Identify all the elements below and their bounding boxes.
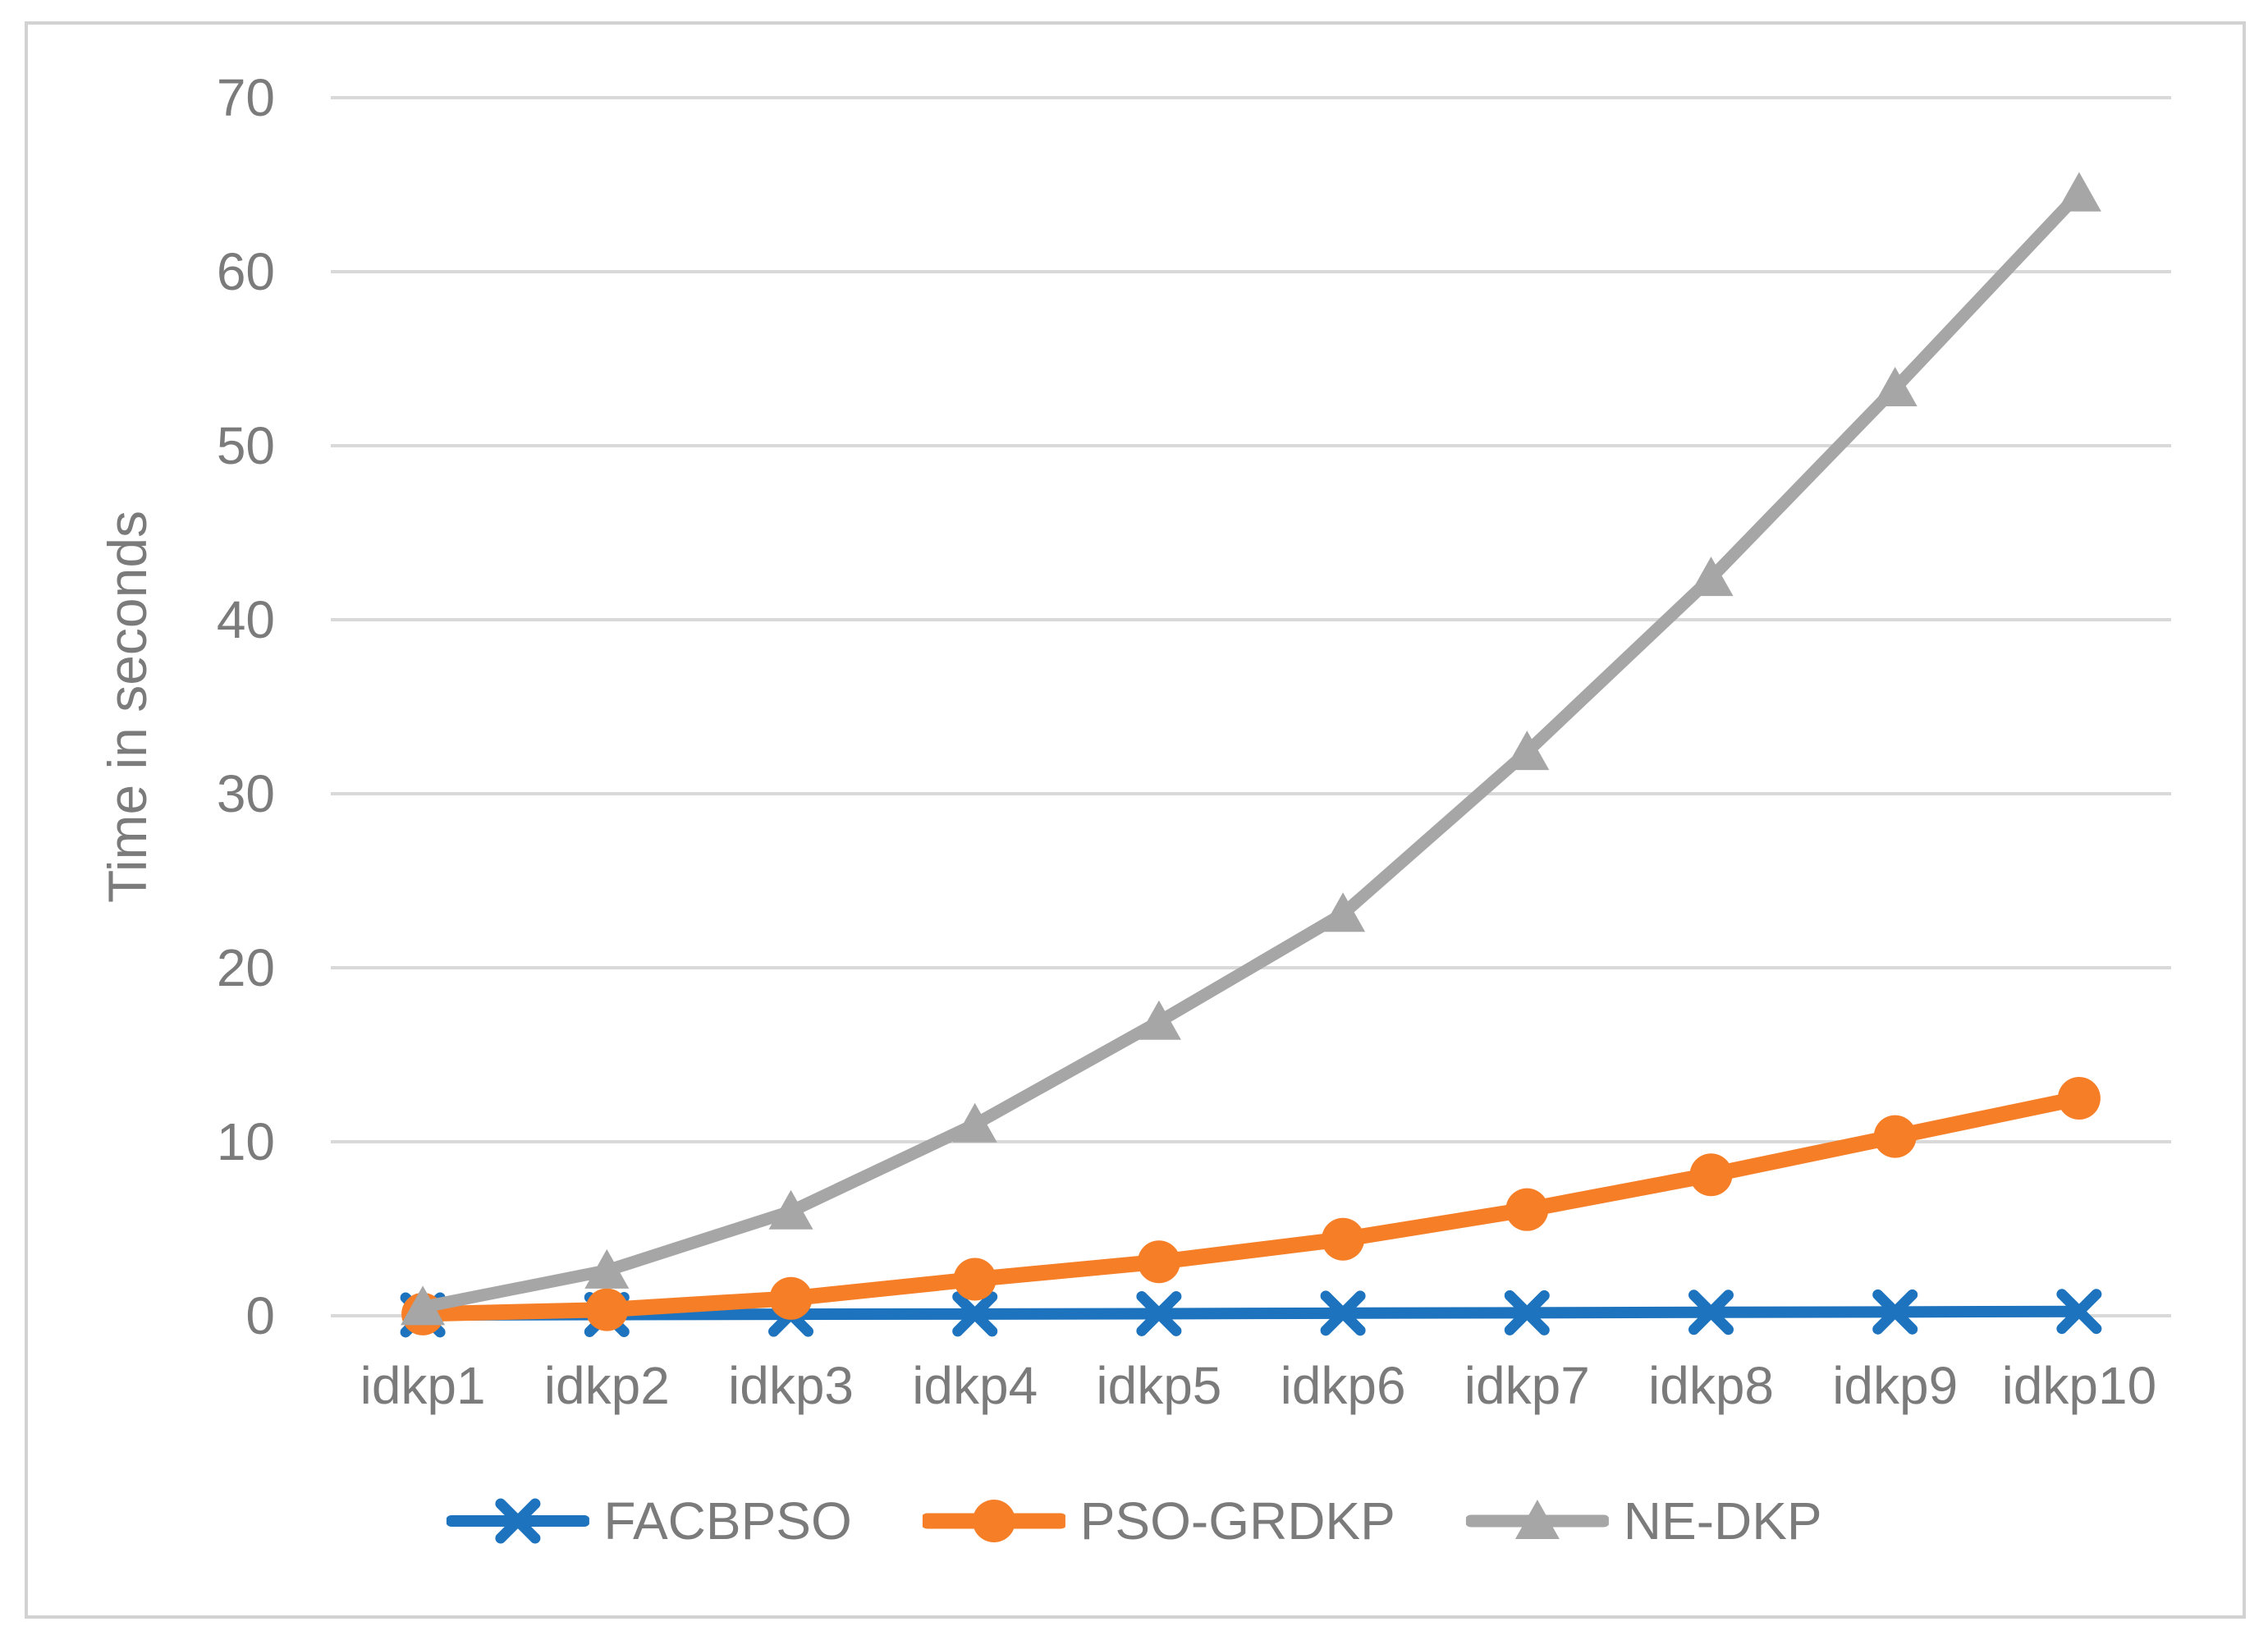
y-tick-label: 60 [217, 242, 275, 301]
marker-x-icon [952, 1291, 998, 1337]
y-tick-label: 30 [217, 764, 275, 823]
y-tick-label: 10 [217, 1112, 275, 1171]
marker-triangle-icon [1688, 557, 1734, 597]
x-tick-label: idkp6 [1281, 1356, 1406, 1415]
marker-x-icon [1504, 1290, 1550, 1335]
marker-triangle-icon [1872, 367, 1917, 407]
legend-label: PSO-GRDKP [1079, 1491, 1395, 1551]
legend-marker-x-icon [446, 1498, 589, 1544]
marker-circle-icon [953, 1257, 997, 1301]
marker-circle-icon [2057, 1077, 2101, 1120]
series-line-facbpso [417, 1305, 2085, 1321]
marker-triangle-icon [1321, 892, 1366, 932]
marker-x-icon [2056, 1289, 2102, 1335]
marker-circle-icon [769, 1276, 813, 1320]
marker-x-icon [1320, 1290, 1366, 1336]
marker-triangle-icon [952, 1102, 997, 1143]
legend-label: FACBPSO [603, 1491, 852, 1551]
marker-triangle-icon [2056, 172, 2101, 212]
marker-triangle-icon [584, 1248, 630, 1289]
legend-marker-triangle-icon [1465, 1500, 1609, 1539]
marker-circle-icon [1689, 1153, 1733, 1197]
marker-triangle-icon [1505, 731, 1550, 771]
x-tick-label: idkp2 [544, 1356, 670, 1415]
series-line-pso-grdkp [415, 1090, 2087, 1322]
marker-circle-icon [1137, 1240, 1180, 1284]
marker-circle-icon [1873, 1115, 1917, 1158]
marker-circle-icon [1322, 1217, 1365, 1261]
x-tick-label: idkp4 [912, 1356, 1038, 1415]
x-tick-label: idkp5 [1096, 1356, 1221, 1415]
chart-border [25, 21, 2246, 1619]
legend: FACBPSO PSO-GRDKP NE-DKP [446, 1491, 1822, 1551]
marker-circle-icon [585, 1288, 629, 1331]
y-tick-label: 20 [217, 938, 275, 997]
legend-item-ne-dkp: NE-DKP [1465, 1491, 1822, 1551]
marker-x-icon [1136, 1290, 1182, 1336]
x-tick-label: idkp8 [1648, 1356, 1774, 1415]
x-tick-label: idkp10 [2002, 1356, 2157, 1415]
marker-circle-icon [1505, 1188, 1549, 1231]
y-axis-tick-labels: 0 10 20 30 40 50 60 70 [217, 68, 275, 1345]
marker-triangle-icon [1514, 1500, 1560, 1539]
x-axis-tick-labels: idkp1 idkp2 idkp3 idkp4 idkp5 idkp6 idkp7 idkp8… [360, 1356, 2157, 1415]
legend-label: NE-DKP [1623, 1491, 1822, 1551]
marker-triangle-icon [768, 1189, 813, 1230]
marker-x-icon [1688, 1290, 1734, 1335]
series-line-ne-dkp [416, 187, 2086, 1313]
legend-item-pso-grdkp: PSO-GRDKP [922, 1491, 1395, 1551]
y-tick-label: 40 [217, 590, 275, 649]
x-tick-label: idkp3 [728, 1356, 854, 1415]
marker-x-icon [1872, 1289, 1918, 1335]
marker-circle-icon [972, 1500, 1015, 1542]
marker-triangle-icon [1136, 1000, 1181, 1040]
x-tick-label: idkp1 [360, 1356, 486, 1415]
x-tick-label: idkp9 [1832, 1356, 1958, 1415]
y-tick-label: 70 [217, 68, 275, 127]
marker-x-icon [494, 1498, 540, 1544]
y-tick-label: 50 [217, 416, 275, 475]
marker-triangle-icon [401, 1285, 446, 1326]
legend-marker-circle-icon [922, 1500, 1065, 1542]
y-axis-title: Time in seconds [97, 511, 158, 903]
y-tick-label: 0 [245, 1286, 275, 1345]
legend-item-facbpso: FACBPSO [446, 1491, 852, 1551]
data-series [400, 172, 2102, 1338]
x-tick-label: idkp7 [1464, 1356, 1590, 1415]
